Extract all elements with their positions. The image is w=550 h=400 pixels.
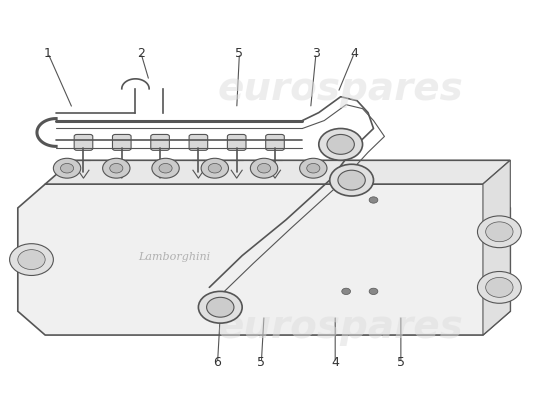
Circle shape: [18, 250, 45, 270]
Circle shape: [369, 197, 378, 203]
Polygon shape: [45, 160, 510, 184]
Circle shape: [486, 278, 513, 297]
FancyBboxPatch shape: [112, 134, 131, 150]
Polygon shape: [18, 184, 510, 335]
Text: 5: 5: [257, 356, 265, 369]
Text: 2: 2: [137, 46, 145, 60]
Text: 4: 4: [331, 356, 339, 369]
Circle shape: [103, 158, 130, 178]
Circle shape: [329, 164, 373, 196]
Text: 5: 5: [235, 46, 244, 60]
Text: 1: 1: [44, 46, 52, 60]
Circle shape: [60, 164, 74, 173]
Circle shape: [257, 164, 271, 173]
Circle shape: [307, 164, 320, 173]
Text: 6: 6: [213, 356, 222, 369]
Circle shape: [152, 158, 179, 178]
Circle shape: [319, 128, 362, 160]
Circle shape: [338, 170, 365, 190]
FancyBboxPatch shape: [74, 134, 93, 150]
Circle shape: [207, 297, 234, 317]
Circle shape: [53, 158, 81, 178]
Circle shape: [342, 288, 350, 294]
FancyBboxPatch shape: [266, 134, 284, 150]
Circle shape: [300, 158, 327, 178]
Circle shape: [9, 244, 53, 276]
FancyBboxPatch shape: [227, 134, 246, 150]
Text: eurospares: eurospares: [218, 70, 464, 108]
Text: eurospares: eurospares: [218, 308, 464, 346]
Circle shape: [159, 164, 172, 173]
Circle shape: [250, 158, 278, 178]
Text: 5: 5: [397, 356, 405, 369]
FancyBboxPatch shape: [189, 134, 208, 150]
Circle shape: [369, 288, 378, 294]
Circle shape: [208, 164, 221, 173]
Circle shape: [486, 222, 513, 242]
Circle shape: [201, 158, 228, 178]
Text: 4: 4: [350, 46, 358, 60]
Circle shape: [477, 216, 521, 248]
Circle shape: [327, 134, 354, 154]
Circle shape: [477, 272, 521, 303]
Circle shape: [199, 291, 242, 323]
Polygon shape: [483, 160, 510, 335]
Text: Lamborghini: Lamborghini: [138, 252, 210, 262]
FancyBboxPatch shape: [151, 134, 169, 150]
Text: 3: 3: [312, 46, 320, 60]
Circle shape: [110, 164, 123, 173]
